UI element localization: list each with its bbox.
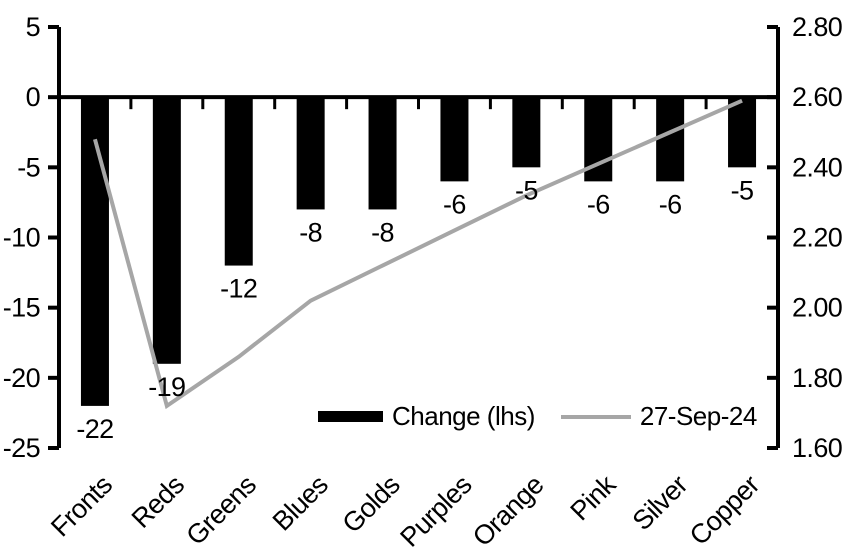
category-label-pink: Pink: [565, 469, 622, 526]
right-axis-label: 2.60: [792, 82, 842, 112]
right-axis-label: 2.20: [792, 223, 842, 253]
left-axis-label: -25: [3, 433, 40, 463]
bar-Fronts: [80, 97, 109, 406]
legend-bar-label: Change (lhs): [392, 401, 535, 431]
left-axis-label: -15: [3, 293, 40, 323]
left-axis-label: 5: [26, 12, 40, 42]
category-label-reds: Reds: [126, 470, 190, 534]
right-axis-label: 1.60: [792, 433, 842, 463]
legend-bar-swatch: [318, 411, 383, 422]
bar-value-label: -8: [299, 217, 322, 247]
bar-Reds: [152, 97, 181, 364]
bar-Silver: [656, 97, 685, 182]
bar-value-label: -6: [443, 189, 466, 219]
line-series: [93, 98, 743, 410]
bar-Golds: [368, 97, 397, 210]
bar-value-label: -22: [76, 414, 113, 444]
bar-Greens: [224, 97, 253, 266]
category-label-purples: Purples: [394, 470, 477, 550]
legend-line-label: 27-Sep-24: [639, 401, 757, 431]
bar-value-label: -12: [220, 274, 257, 304]
bar-value-label: -6: [659, 189, 682, 219]
bar-value-label: -19: [148, 372, 185, 402]
left-axis-label: 0: [26, 82, 40, 112]
category-label-blues: Blues: [267, 470, 334, 537]
bar-value-label: -6: [587, 189, 610, 219]
right-axis-label: 2.00: [792, 293, 842, 323]
legend: Change (lhs) 27-Sep-24: [318, 401, 757, 432]
category-label-silver: Silver: [627, 469, 694, 536]
bar-Blues: [296, 97, 325, 210]
left-axis-label: -5: [17, 152, 40, 182]
category-label-fronts: Fronts: [45, 470, 118, 543]
right-axis-label: 2.40: [792, 152, 842, 182]
bar-Purples: [440, 97, 469, 182]
category-label-golds: Golds: [337, 470, 406, 539]
left-axis-label: -20: [3, 363, 40, 393]
category-label-greens: Greens: [180, 470, 261, 550]
right-axis-label: 1.80: [792, 363, 842, 393]
category-label-copper: Copper: [684, 469, 766, 550]
category-label-orange: Orange: [467, 470, 549, 550]
left-axis-label: -10: [3, 223, 40, 253]
bar-Copper: [728, 97, 757, 168]
bar-value-label: -5: [515, 175, 538, 205]
right-axis-label: 2.80: [792, 12, 842, 42]
bar-value-label: -5: [731, 175, 754, 205]
bar-value-label: -8: [371, 217, 394, 247]
bar-Orange: [512, 97, 541, 168]
legend-line-swatch: [560, 414, 631, 419]
